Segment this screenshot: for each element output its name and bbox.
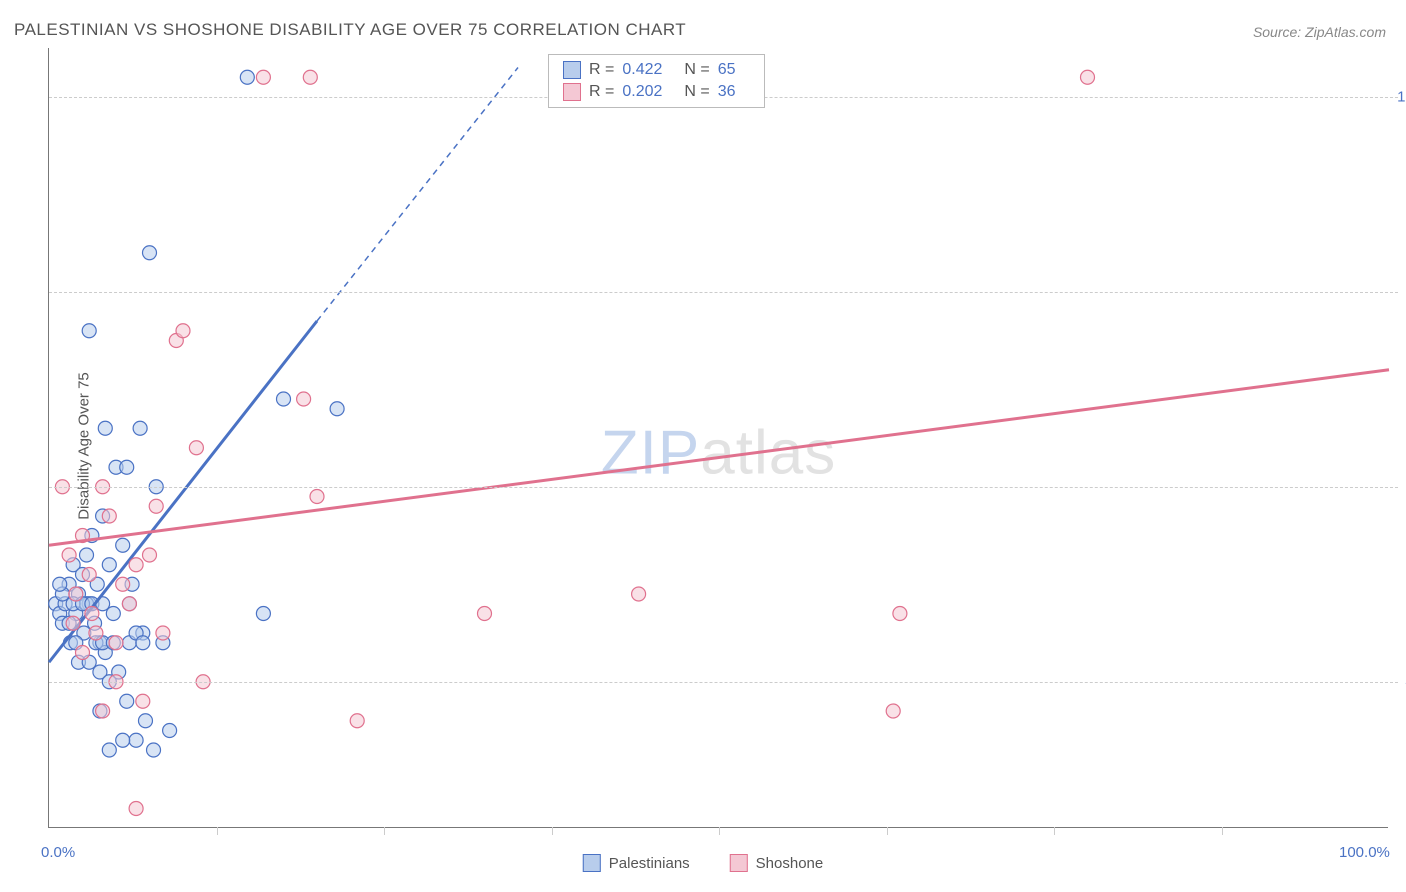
data-point [80,548,94,562]
x-minor-tick [719,827,720,835]
data-point [133,421,147,435]
data-point [120,460,134,474]
data-point [120,694,134,708]
data-point [303,70,317,84]
x-minor-tick [552,827,553,835]
data-point [256,607,270,621]
source-attribution: Source: ZipAtlas.com [1253,24,1386,40]
y-tick-label: 40.0% [1393,673,1406,690]
data-point [136,694,150,708]
legend-n-label: N = [684,83,709,101]
legend-r-value: 0.422 [622,61,662,79]
data-point [129,733,143,747]
data-point [116,733,130,747]
data-point [350,714,364,728]
data-point [116,538,130,552]
gridline-horizontal [49,487,1398,488]
data-point [138,714,152,728]
y-tick-label: 100.0% [1393,88,1406,105]
data-point [156,626,170,640]
data-point [85,607,99,621]
data-point [163,724,177,738]
data-point [98,421,112,435]
legend-stats-row: R = 0.422 N = 65 [549,59,764,81]
data-point [632,587,646,601]
legend-item: Shoshone [730,854,824,872]
legend-label: Shoshone [756,855,824,872]
data-point [116,577,130,591]
data-point [129,558,143,572]
data-point [102,509,116,523]
legend-label: Palestinians [609,855,690,872]
data-point [89,626,103,640]
data-point [102,743,116,757]
source-value: ZipAtlas.com [1305,24,1386,40]
data-point [82,324,96,338]
legend-swatch [730,854,748,872]
data-point [478,607,492,621]
data-point [256,70,270,84]
scatter-svg [49,48,1388,827]
data-point [102,558,116,572]
legend-swatch [563,61,581,79]
data-point [143,548,157,562]
data-point [96,704,110,718]
x-tick-label: 0.0% [41,844,75,861]
x-minor-tick [217,827,218,835]
data-point [189,441,203,455]
data-point [136,636,150,650]
legend-n-value: 65 [718,61,736,79]
x-minor-tick [887,827,888,835]
gridline-horizontal [49,292,1398,293]
data-point [129,802,143,816]
x-minor-tick [384,827,385,835]
chart-title: PALESTINIAN VS SHOSHONE DISABILITY AGE O… [14,20,686,40]
legend-r-value: 0.202 [622,83,662,101]
legend-item: Palestinians [583,854,690,872]
data-point [53,577,67,591]
data-point [62,548,76,562]
legend-r-label: R = [589,61,614,79]
x-minor-tick [1054,827,1055,835]
source-label: Source: [1253,24,1305,40]
legend-stats-box: R = 0.422 N = 65 R = 0.202 N = 36 [548,54,765,108]
data-point [240,70,254,84]
data-point [109,636,123,650]
y-tick-label: 80.0% [1393,283,1406,300]
gridline-horizontal [49,682,1398,683]
data-point [147,743,161,757]
data-point [82,568,96,582]
y-tick-label: 60.0% [1393,478,1406,495]
x-minor-tick [1222,827,1223,835]
data-point [277,392,291,406]
trend-line-extrapolated [317,68,518,322]
legend-series: Palestinians Shoshone [583,854,823,872]
legend-n-value: 36 [718,83,736,101]
data-point [66,616,80,630]
data-point [69,587,83,601]
x-tick-label: 100.0% [1339,844,1390,861]
legend-swatch [583,854,601,872]
data-point [1081,70,1095,84]
legend-r-label: R = [589,83,614,101]
data-point [886,704,900,718]
data-point [297,392,311,406]
data-point [149,499,163,513]
data-point [122,597,136,611]
data-point [143,246,157,260]
data-point [76,646,90,660]
data-point [176,324,190,338]
chart-plot-area: ZIPatlas 40.0%60.0%80.0%100.0%0.0%100.0% [48,48,1388,828]
legend-stats-row: R = 0.202 N = 36 [549,81,764,103]
data-point [893,607,907,621]
legend-n-label: N = [684,61,709,79]
data-point [310,490,324,504]
trend-line [49,370,1389,546]
data-point [330,402,344,416]
legend-swatch [563,83,581,101]
